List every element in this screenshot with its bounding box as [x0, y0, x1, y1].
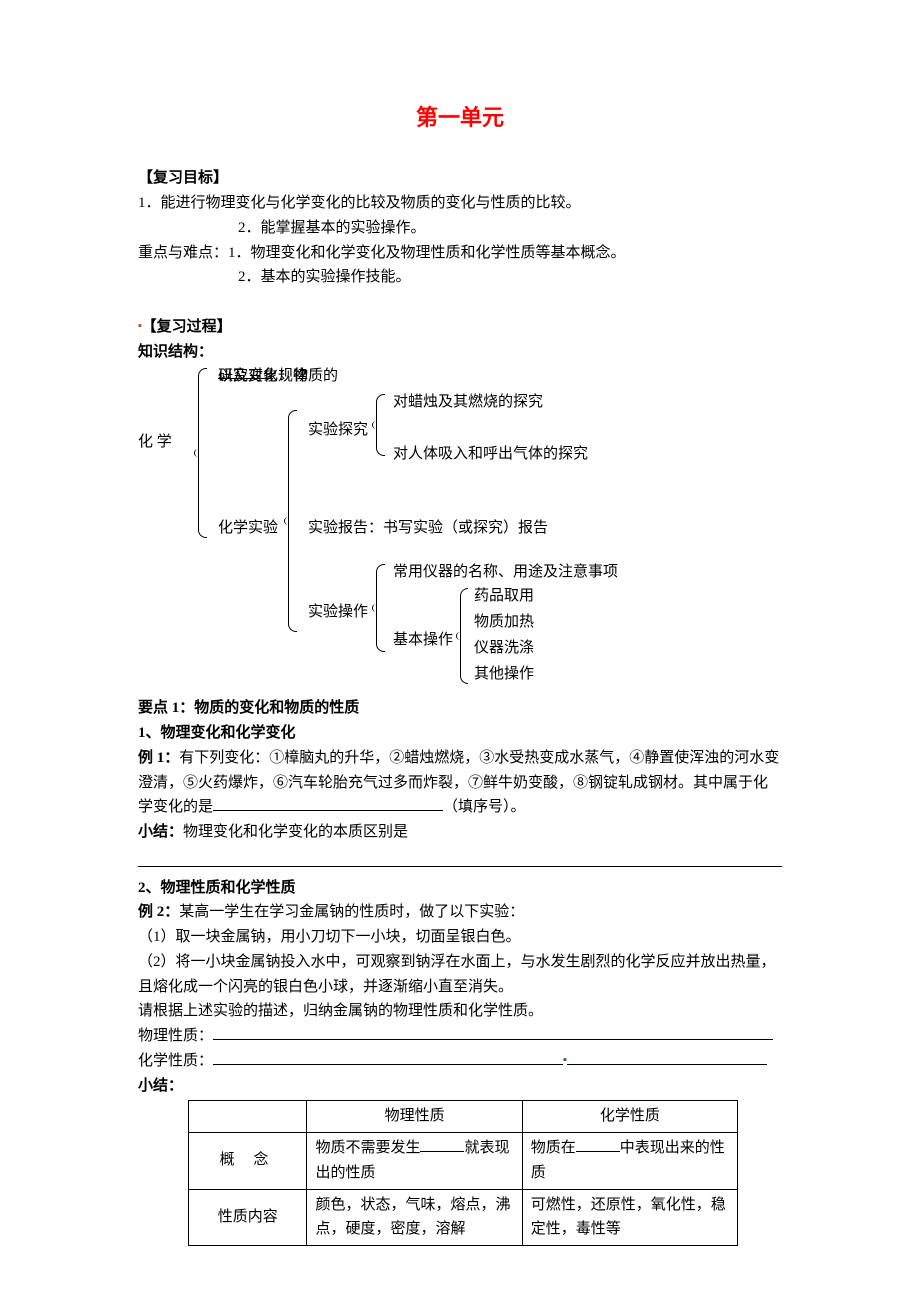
process-sub: 知识结构：: [138, 340, 782, 365]
ex2-body: 某高一学生在学习金属钠的性质时，做了以下实验：: [179, 904, 524, 920]
goals-heading: 【复习目标】: [138, 166, 782, 191]
point2-phys: 物理性质：: [138, 1024, 782, 1049]
knowledge-tree: 化 学 研究对象：物质的、、以及变化规律 化学实验 实验探究 对蜡烛及其燃烧的探…: [138, 368, 782, 688]
table-header-chem: 化学性质: [522, 1101, 737, 1133]
sum1-label: 小结：: [138, 824, 183, 840]
table-header-phys: 物理性质: [307, 1101, 522, 1133]
table-header-blank: [189, 1101, 307, 1133]
tree-node-op-b1: 药品取用: [474, 584, 534, 609]
point2-heading: 2、物理性质和化学性质: [138, 876, 782, 901]
point2-l2: （2）将一小块金属钠投入水中，可观察到钠浮在水面上，与水发生剧烈的化学反应并放出…: [138, 950, 782, 1000]
goals-line-2-text: 2．能掌握基本的实验操作。: [238, 220, 426, 236]
goals-line-3b: 2．基本的实验操作技能。: [138, 265, 782, 290]
point2-chem: 化学性质：■: [138, 1049, 782, 1074]
tree-node-inquiry: 实验探究: [308, 418, 368, 443]
table-row: 性质内容 颜色，状态，气味，熔点，沸点，硬度，密度，溶解 可燃性，还原性，氧化性…: [189, 1189, 738, 1246]
brace-icon: [376, 394, 385, 456]
tree-node-report: 实验报告：书写实验（或探究）报告: [308, 516, 548, 541]
tree-node-op-b2: 物质加热: [474, 610, 534, 635]
point1-sub1: 1、物理变化和化学变化: [138, 721, 782, 746]
document-page: 第一单元 【复习目标】 1．能进行物理变化与化学变化的比较及物质的变化与性质的比…: [0, 0, 920, 1306]
blank-field: [567, 1050, 767, 1065]
table-row: 物理性质 化学性质: [189, 1101, 738, 1133]
properties-table: 物理性质 化学性质 概 念 物质不需要发生就表现出的性质 物质在中表现出来的性质…: [188, 1100, 738, 1246]
ex1-tail: （填序号）。: [443, 799, 526, 815]
summary-1: 小结：物理变化和化学变化的本质区别是: [138, 820, 782, 845]
brace-icon: [288, 410, 297, 632]
tree-node-inquiry-a: 对蜡烛及其燃烧的探究: [393, 390, 543, 415]
tree-node-op-b: 基本操作: [393, 628, 453, 653]
process-heading: ■【复习过程】: [138, 315, 782, 340]
process-heading-text: 【复习过程】: [142, 319, 232, 335]
row-content: 性质内容: [189, 1189, 307, 1246]
ex2-label: 例 2：: [138, 904, 179, 920]
goals-line-2: 2．能掌握基本的实验操作。: [138, 216, 782, 241]
page-title: 第一单元: [138, 100, 782, 136]
example-2: 例 2：某高一学生在学习金属钠的性质时，做了以下实验：: [138, 900, 782, 925]
cell-content-phys: 颜色，状态，气味，熔点，沸点，硬度，密度，溶解: [307, 1189, 522, 1246]
row-concept: 概 念: [189, 1133, 307, 1190]
tree-node-op-b4: 其他操作: [474, 662, 534, 687]
phys-label: 物理性质：: [138, 1028, 213, 1044]
goals-line-3a: 重点与难点：1．物理变化和化学变化及物理性质和化学性质等基本概念。: [138, 241, 782, 266]
brace-icon: [376, 564, 385, 652]
blank-field: [213, 797, 443, 812]
goals-line-1: 1．能进行物理变化与化学变化的比较及物质的变化与性质的比较。: [138, 191, 782, 216]
point2-sum: 小结：: [138, 1074, 782, 1099]
table-row: 概 念 物质不需要发生就表现出的性质 物质在中表现出来的性质: [189, 1133, 738, 1190]
sum1-body: 物理变化和化学变化的本质区别是: [183, 824, 408, 840]
blank-field: [213, 1050, 563, 1065]
point2-l3: 请根据上述实验的描述，归纳金属钠的物理性质和化学性质。: [138, 999, 782, 1024]
point2-l1: （1）取一块金属钠，用小刀切下一小块，切面呈银白色。: [138, 925, 782, 950]
tree-node-experiment: 化学实验: [218, 516, 278, 541]
tree-node-op-b3: 仪器洗涤: [474, 636, 534, 661]
tree-node-operation: 实验操作: [308, 600, 368, 625]
ex1-label: 例 1：: [138, 750, 179, 766]
tree-node-op-a: 常用仪器的名称、用途及注意事项: [393, 560, 618, 585]
blank-line: [138, 845, 782, 867]
brace-icon: [460, 588, 468, 684]
n1d: 以及变化规律: [218, 364, 308, 389]
goals-line-3b-text: 2．基本的实验操作技能。: [238, 269, 411, 285]
cell-content-chem: 可燃性，还原性，氧化性，稳定性，毒性等: [522, 1189, 737, 1246]
tree-node-inquiry-b: 对人体吸入和呼出气体的探究: [393, 442, 588, 467]
tree-root: 化 学: [138, 430, 172, 455]
cell-concept-phys: 物质不需要发生就表现出的性质: [307, 1133, 522, 1190]
blank-field: [213, 1026, 773, 1041]
chem-label: 化学性质：: [138, 1053, 213, 1069]
point1-heading: 要点 1：物质的变化和物质的性质: [138, 696, 782, 721]
cell-concept-chem: 物质在中表现出来的性质: [522, 1133, 737, 1190]
example-1: 例 1：有下列变化：①樟脑丸的升华，②蜡烛燃烧，③水受热变成水蒸气，④静置使浑浊…: [138, 746, 782, 820]
brace-icon: [198, 368, 207, 538]
